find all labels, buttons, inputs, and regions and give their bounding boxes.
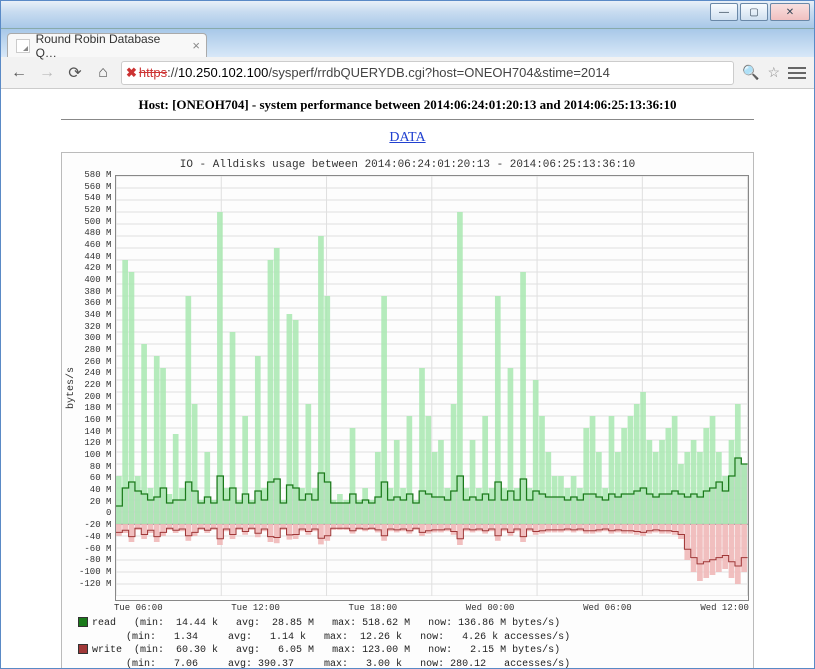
browser-toolbar: ← → ⟳ ⌂ ✖https://10.250.102.100/sysperf/… bbox=[1, 57, 814, 89]
forward-button[interactable]: → bbox=[37, 63, 57, 83]
page-heading: Host: [ONEOH704] - system performance be… bbox=[61, 97, 754, 113]
window-titlebar: — ▢ ✕ bbox=[1, 1, 814, 29]
tab-strip: Round Robin Database Q… × bbox=[1, 29, 814, 57]
y-axis-ticks: 580 M560 M540 M520 M500 M480 M460 M440 M… bbox=[79, 175, 115, 595]
legend-read-label: read bbox=[92, 618, 116, 629]
maximize-button[interactable]: ▢ bbox=[740, 3, 768, 21]
data-link[interactable]: DATA bbox=[389, 130, 425, 145]
ssl-warning-icon: ✖https bbox=[126, 65, 167, 81]
chart-title: IO - Alldisks usage between 2014:06:24:0… bbox=[66, 159, 749, 171]
y-axis-label: bytes/s bbox=[66, 367, 77, 409]
browser-tab[interactable]: Round Robin Database Q… × bbox=[7, 33, 207, 57]
page-content: Host: [ONEOH704] - system performance be… bbox=[1, 89, 814, 668]
legend-read-stats: (min: 14.44 k avg: 28.85 M max: 518.62 M… bbox=[134, 618, 560, 629]
url-bar[interactable]: ✖https://10.250.102.100/sysperf/rrdbQUER… bbox=[121, 61, 734, 85]
bookmark-star-icon[interactable]: ☆ bbox=[767, 64, 780, 81]
read-swatch-icon bbox=[78, 617, 88, 627]
plot-area bbox=[115, 175, 749, 601]
search-icon[interactable]: 🔍 bbox=[742, 64, 759, 81]
write-swatch-icon bbox=[78, 644, 88, 654]
browser-window: — ▢ ✕ Round Robin Database Q… × ← → ⟳ ⌂ … bbox=[0, 0, 815, 669]
tab-title: Round Robin Database Q… bbox=[36, 32, 180, 60]
legend-write-stats: (min: 60.30 k avg: 6.05 M max: 123.00 M … bbox=[134, 645, 560, 656]
tab-favicon-icon bbox=[16, 39, 30, 53]
close-button[interactable]: ✕ bbox=[770, 3, 810, 21]
chart-svg bbox=[116, 176, 748, 596]
menu-icon[interactable] bbox=[788, 64, 806, 82]
tab-close-icon[interactable]: × bbox=[192, 38, 200, 53]
legend-write-sub: (min: 7.06 avg: 390.37 max: 3.00 k now: … bbox=[126, 659, 570, 669]
minimize-button[interactable]: — bbox=[710, 3, 738, 21]
data-link-row: DATA bbox=[61, 130, 754, 146]
reload-button[interactable]: ⟳ bbox=[65, 63, 85, 83]
legend-write-label: write bbox=[92, 645, 122, 656]
divider bbox=[61, 119, 754, 120]
chart-legend: read (min: 14.44 k avg: 28.85 M max: 518… bbox=[78, 617, 749, 668]
rrd-graph: IO - Alldisks usage between 2014:06:24:0… bbox=[61, 152, 754, 668]
legend-read-sub: (min: 1.34 avg: 1.14 k max: 12.26 k now:… bbox=[126, 632, 570, 643]
url-path: /sysperf/rrdbQUERYDB.cgi?host=ONEOH704&s… bbox=[268, 65, 610, 80]
back-button[interactable]: ← bbox=[9, 63, 29, 83]
url-host: 10.250.102.100 bbox=[178, 65, 268, 80]
home-button[interactable]: ⌂ bbox=[93, 63, 113, 83]
x-axis-ticks: Tue 06:00Tue 12:00Tue 18:00Wed 00:00Wed … bbox=[114, 603, 749, 613]
